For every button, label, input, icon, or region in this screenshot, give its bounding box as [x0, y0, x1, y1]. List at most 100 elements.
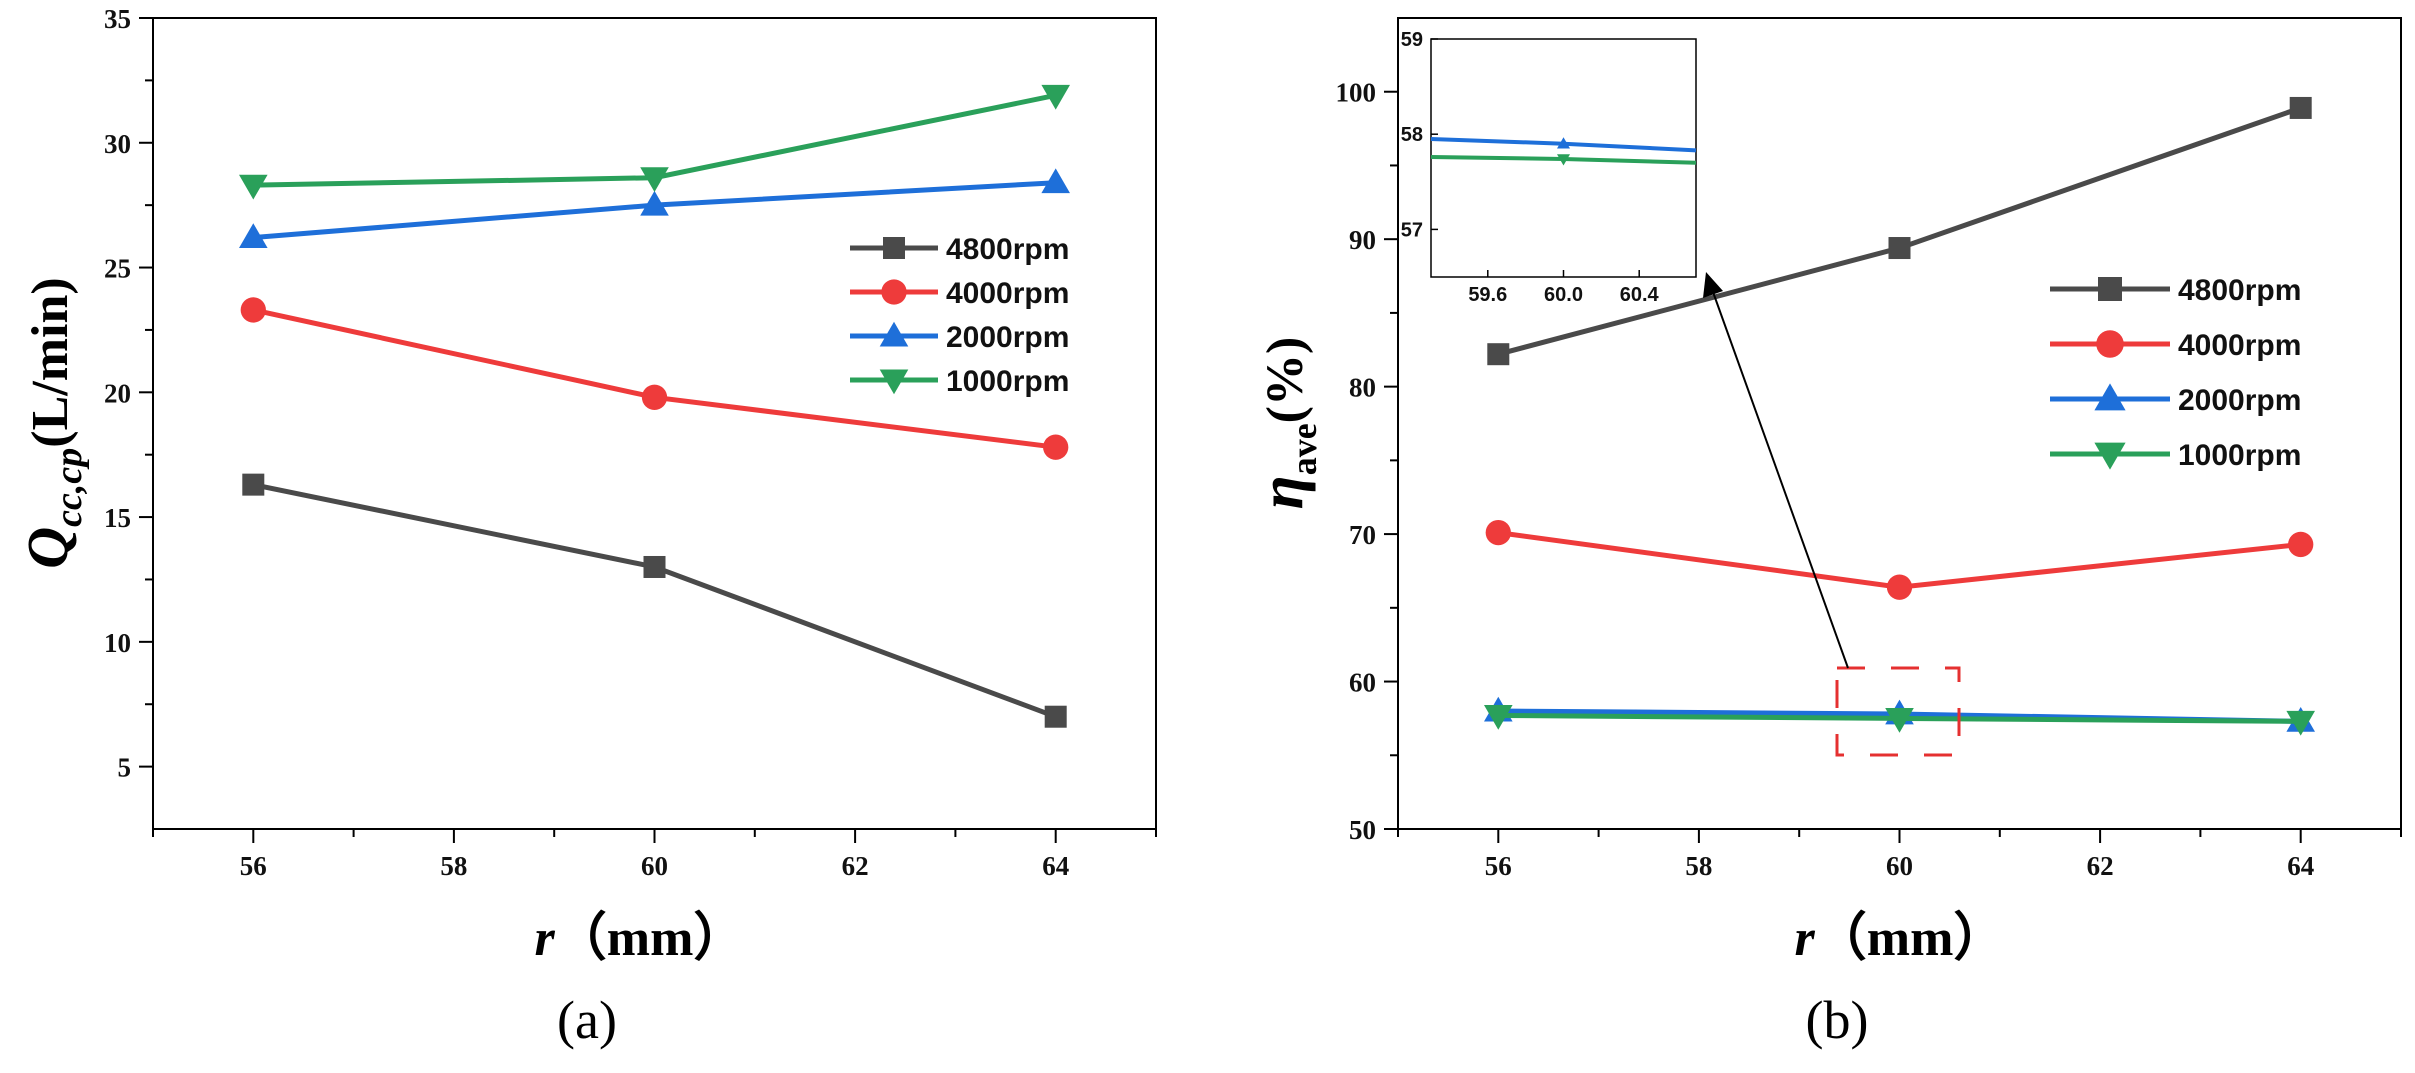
legend-label: 4000rpm	[946, 277, 1069, 310]
y-tick-label: 30	[104, 129, 131, 159]
y-tick-label: 15	[104, 503, 131, 533]
legend-b: 4800rpm 4000rpm 2000rpm 1000rpm	[2050, 274, 2301, 472]
legend-marker	[879, 321, 909, 347]
legend-label: 1000rpm	[946, 365, 1069, 398]
x-tick-label: 56	[240, 851, 267, 881]
data-point-2000rpm	[1041, 168, 1070, 194]
data-point-1000rpm	[239, 174, 268, 200]
x-axis-var-b: r	[1795, 910, 1816, 967]
inset-axis-ticks: 59.6 60.0 60.4 57 58 59	[1401, 29, 1660, 306]
legend-marker	[881, 279, 907, 305]
data-point-4800rpm	[643, 555, 666, 578]
legend-marker	[2094, 442, 2126, 470]
data-point-2000rpm	[239, 223, 268, 249]
y-tick-label: 25	[104, 254, 131, 284]
data-point-4000rpm	[240, 297, 266, 323]
data-point-4000rpm	[2288, 531, 2314, 558]
zoom-region-box	[1835, 666, 1961, 757]
data-point-4000rpm	[1043, 434, 1069, 460]
data-point-1000rpm	[2286, 710, 2315, 736]
y-axis-label-b: ηave(%)	[1248, 337, 1324, 510]
y-tick-label: 90	[1349, 225, 1376, 255]
y-tick-label: 60	[1349, 668, 1376, 698]
axis-ticks-b: 56 58 60 62 64 50 60 70 80 90 100	[1336, 78, 2402, 881]
chart-b: 56 58 60 62 64 50 60 70 80 90 100 4800rpm 4000rpm 20…	[1248, 17, 2402, 1050]
data-point-4000rpm	[1886, 574, 1913, 600]
data-point-1000rpm	[1484, 705, 1513, 730]
zoom-arrow	[1712, 291, 1849, 669]
y-tick-label: 50	[1349, 815, 1376, 845]
inset-x-tick-label: 59.6	[1468, 284, 1507, 306]
x-tick-label: 60	[1886, 851, 1913, 881]
inset-y-tick-label: 57	[1401, 219, 1423, 241]
panel-label-a: (a)	[557, 990, 617, 1050]
data-point-1000rpm	[1041, 84, 1070, 110]
data-point-4800rpm	[2289, 96, 2312, 119]
legend-label: 4800rpm	[2178, 274, 2301, 307]
data-point-4800rpm	[242, 473, 265, 496]
legend-marker	[2098, 277, 2122, 301]
x-tick-label: 64	[1042, 851, 1069, 881]
legend-marker	[883, 237, 905, 259]
data-point-4000rpm	[1485, 519, 1511, 546]
y-tick-label: 10	[104, 628, 131, 658]
data-point-4800rpm	[1044, 705, 1067, 728]
y-axis-var-a: Q	[15, 527, 80, 569]
x-axis-label-b: r（mm）	[1795, 909, 2006, 967]
legend-label: 2000rpm	[2178, 384, 2301, 417]
x-tick-label: 62	[842, 851, 869, 881]
inset-y-tick-label: 59	[1401, 29, 1423, 51]
series-a	[239, 84, 1070, 728]
inset-point-2000rpm	[1557, 137, 1570, 149]
axis-ticks-a: 56 58 60 62 64 5 10 15 20 25 30 35	[104, 4, 1157, 881]
x-tick-label: 64	[2287, 851, 2314, 881]
data-point-2000rpm	[640, 190, 669, 216]
legend-marker	[2096, 330, 2124, 358]
inset-x-tick-label: 60.4	[1620, 284, 1660, 306]
x-tick-label: 58	[440, 851, 467, 881]
zoom-arrowhead	[1703, 272, 1723, 298]
inset-point-1000rpm	[1557, 154, 1570, 166]
data-point-4800rpm	[1487, 343, 1510, 366]
y-tick-label: 20	[104, 378, 131, 408]
y-axis-sub-b: ave	[1284, 423, 1324, 475]
y-tick-label: 70	[1349, 520, 1376, 550]
data-point-4800rpm	[1888, 237, 1911, 260]
legend-marker	[2094, 383, 2126, 411]
chart-a: 56 58 60 62 64 5 10 15 20 25 30 35 4800rpm 4000rpm 20…	[15, 4, 1157, 1050]
data-point-1000rpm	[640, 167, 669, 193]
y-tick-label: 80	[1349, 373, 1376, 403]
inset-y-tick-label: 58	[1401, 124, 1423, 146]
x-axis-unit-a: （mm）	[555, 909, 746, 967]
data-point-4000rpm	[641, 384, 668, 410]
inset-x-tick-label: 60.0	[1544, 284, 1583, 306]
inset-plot: 59.6 60.0 60.4 57 58 59	[1401, 29, 1697, 306]
x-axis-label-a: r（mm）	[535, 909, 746, 967]
data-point-1000rpm	[1885, 707, 1914, 733]
y-axis-label-a: Qcc,cp(L/min)	[15, 277, 90, 568]
x-axis-unit-b: （mm）	[1815, 909, 2006, 967]
legend-label: 1000rpm	[2178, 439, 2301, 472]
series-b	[1484, 96, 2315, 736]
y-axis-sub-a: cc,cp	[48, 448, 90, 527]
y-tick-label: 5	[118, 753, 132, 783]
y-axis-var-b: η	[1248, 475, 1316, 509]
y-axis-unit-b: (%)	[1257, 337, 1314, 424]
legend-label: 4000rpm	[2178, 329, 2301, 362]
panel-label-b: (b)	[1806, 990, 1869, 1050]
legend-label: 2000rpm	[946, 321, 1069, 354]
x-tick-label: 62	[2087, 851, 2114, 881]
x-tick-label: 60	[641, 851, 668, 881]
y-axis-unit-a: (L/min)	[22, 277, 79, 447]
legend-marker	[879, 369, 909, 395]
legend-a: 4800rpm 4000rpm 2000rpm 1000rpm	[850, 233, 1069, 398]
x-tick-label: 56	[1485, 851, 1512, 881]
x-tick-label: 58	[1685, 851, 1712, 881]
legend-label: 4800rpm	[946, 233, 1069, 266]
y-tick-label: 35	[104, 4, 131, 34]
y-tick-label: 100	[1336, 78, 1377, 108]
plot-frame-a	[152, 17, 1157, 830]
inset-series	[1430, 136, 1697, 166]
series-line-4800rpm	[252, 482, 1057, 720]
